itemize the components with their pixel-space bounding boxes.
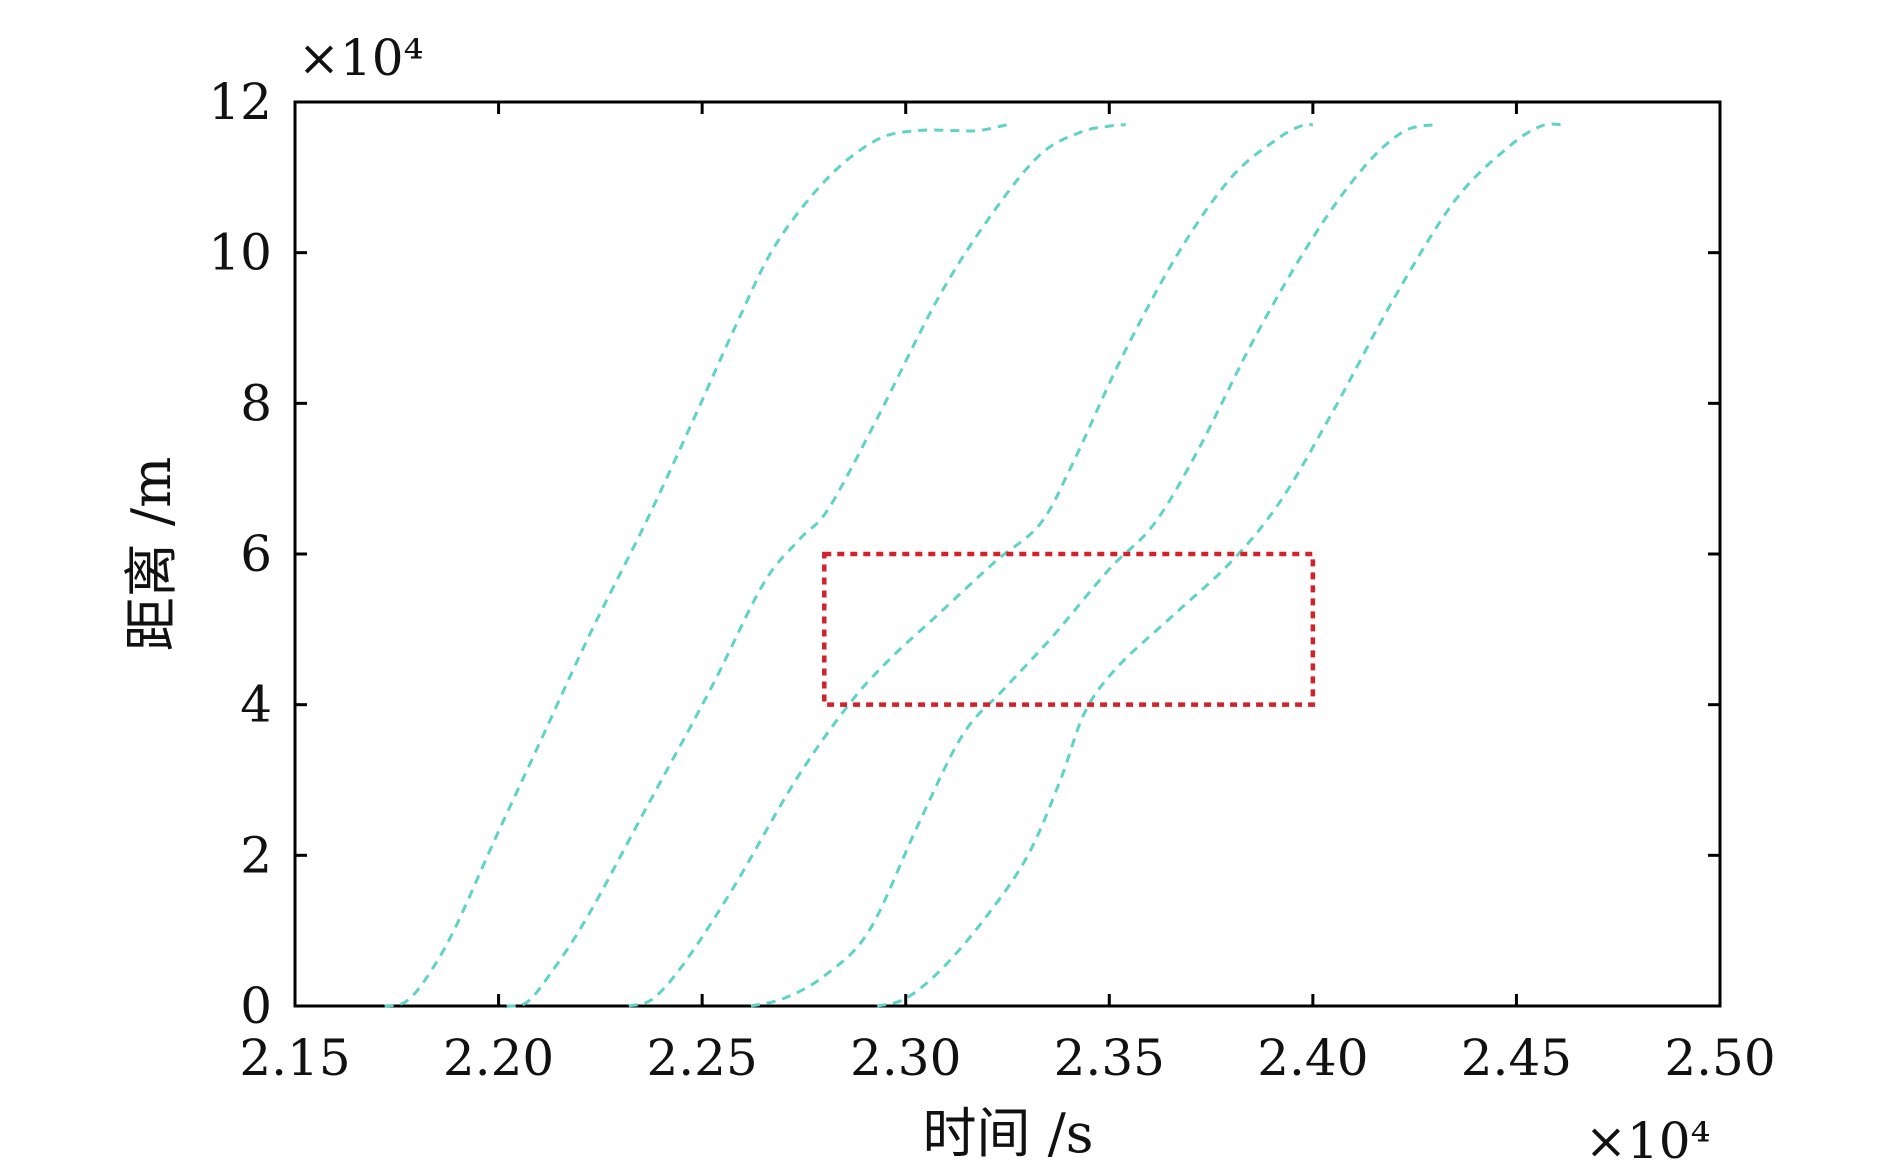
x-tick-label: 2.40 — [1257, 1029, 1368, 1087]
x-tick-label: 2.45 — [1461, 1029, 1572, 1087]
y-axis-label: 距离 /m — [120, 457, 183, 652]
y-tick-label: 8 — [240, 374, 272, 432]
x-tick-label: 2.50 — [1664, 1029, 1775, 1087]
series-line-5 — [876, 122, 1562, 1008]
x-tick-label: 2.15 — [239, 1029, 350, 1087]
x-tick-label: 2.25 — [646, 1029, 757, 1087]
plot-area: 2.15 2.20 2.25 2.30 2.35 2.40 2.45 2.50 0 2 4 6 8 10 1… — [208, 73, 1775, 1087]
annotation-box — [822, 551, 1316, 707]
series-line-4 — [750, 123, 1436, 1008]
y-tick-label: 6 — [240, 525, 272, 583]
series-line-3 — [628, 123, 1314, 1008]
y-tick-label: 12 — [208, 73, 272, 131]
tick-layer: 2.15 2.20 2.25 2.30 2.35 2.40 2.45 2.50 0 2 4 6 8 10 1… — [208, 73, 1775, 1087]
x-tick-label: 2.30 — [850, 1029, 961, 1087]
x-tick-label: 2.35 — [1054, 1029, 1165, 1087]
x-axis-label: 时间 /s — [922, 1102, 1093, 1165]
y-multiplier: ×10⁴ — [298, 29, 424, 87]
x-multiplier: ×10⁴ — [1585, 1112, 1711, 1170]
series-line-2 — [506, 123, 1126, 1008]
y-tick-label: 10 — [208, 224, 272, 282]
y-tick-label: 0 — [240, 977, 272, 1035]
x-tick-label: 2.20 — [443, 1029, 554, 1087]
y-tick-label: 4 — [240, 676, 272, 734]
series-layer — [384, 122, 1562, 1008]
series-line-1 — [384, 123, 1008, 1008]
y-tick-label: 2 — [240, 826, 272, 884]
